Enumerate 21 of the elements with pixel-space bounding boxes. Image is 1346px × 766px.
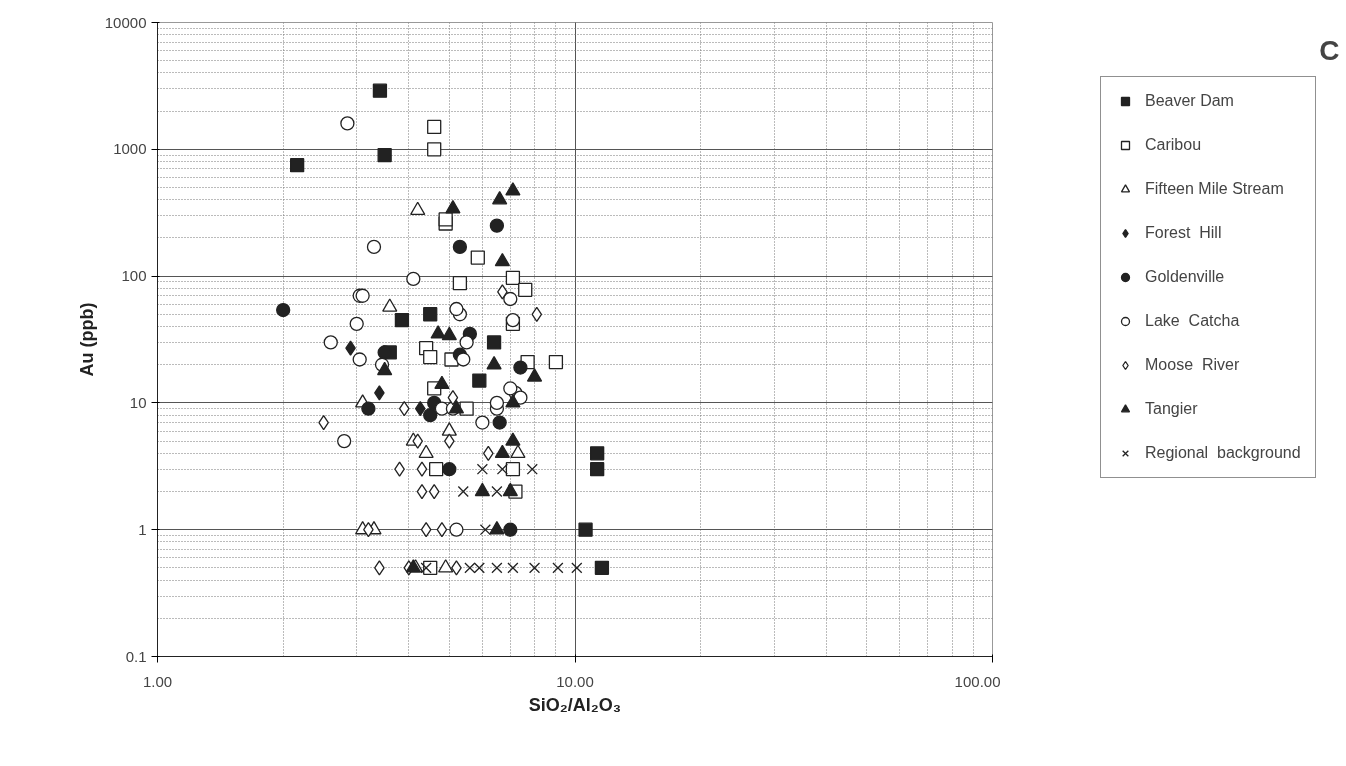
legend-label: Regional background	[1145, 444, 1301, 462]
x-axis-title: SiO₂/Al₂O₃	[528, 694, 622, 715]
legend-label: Beaver Dam	[1145, 92, 1234, 110]
legend-label: Tangier	[1145, 400, 1198, 418]
legend-label: Caribou	[1145, 136, 1202, 154]
y-tick-label: 100	[121, 267, 147, 285]
x-tick-label: 100.00	[954, 672, 1001, 690]
y-tick-label: 10000	[104, 13, 147, 31]
y-tick-label: 1	[138, 520, 147, 538]
y-tick-label: 10	[129, 393, 147, 411]
text: C	[1319, 35, 1340, 67]
y-tick-label: 0.1	[125, 647, 147, 665]
legend-label: Lake Catcha	[1145, 312, 1240, 330]
x-tick-label: 1.00	[142, 672, 173, 690]
legend-label: Moose River	[1145, 356, 1240, 374]
legend-label: Fifteen Mile Stream	[1145, 180, 1284, 198]
legend-label: Forest Hill	[1145, 224, 1222, 242]
x-tick-label: 10.00	[556, 672, 594, 690]
y-tick-label: 1000	[113, 140, 147, 158]
legend-label: Goldenville	[1145, 268, 1225, 286]
y-axis-title: Au (ppb)	[76, 302, 97, 377]
